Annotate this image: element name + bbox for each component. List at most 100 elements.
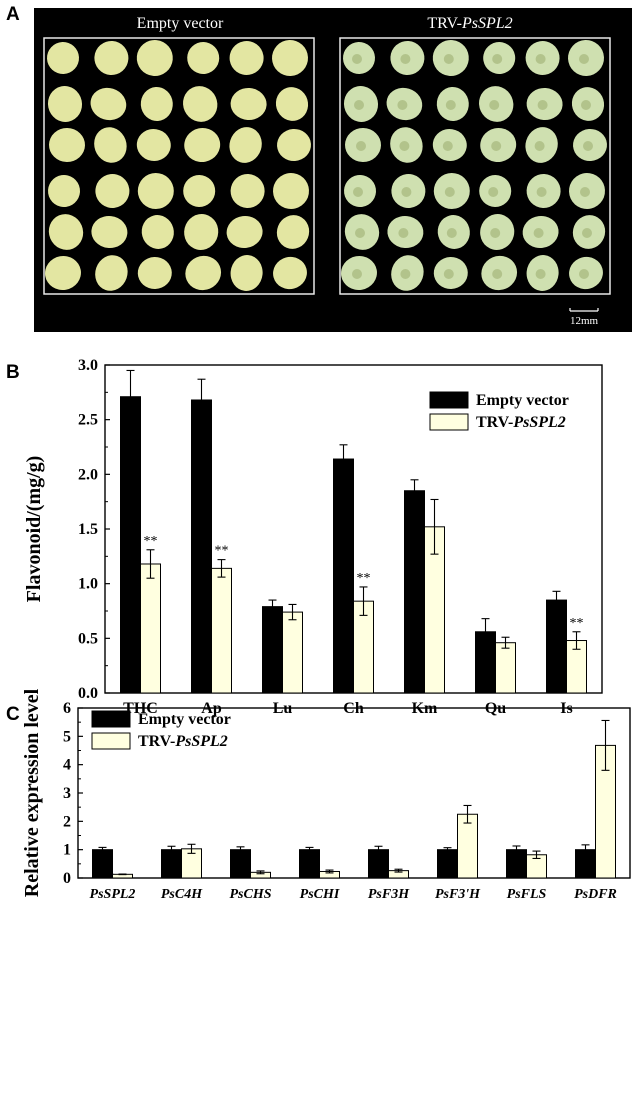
silenced-seed-spot: [582, 228, 592, 238]
silenced-seed-spot: [356, 141, 366, 151]
silenced-seed-spot: [352, 54, 362, 64]
control-seed: [229, 41, 264, 75]
silenced-seed-spot: [536, 187, 547, 197]
silenced-seed-spot: [352, 269, 362, 279]
control-seed: [45, 255, 81, 291]
silenced-photo-title: TRV-PsSPL2: [427, 15, 512, 32]
legend-treatment-prefix: TRV-: [476, 414, 513, 431]
control-bar: [299, 849, 320, 879]
control-bar: [368, 849, 389, 879]
control-seed: [91, 215, 128, 249]
legend: Empty vector TRV-PsSPL2: [429, 391, 569, 431]
control-bar: [191, 399, 212, 694]
control-seed: [141, 215, 174, 249]
legend-swatch-control: [429, 391, 469, 409]
control-bar: [546, 599, 567, 694]
silenced-seed-spot: [492, 269, 503, 279]
control-seed: [137, 173, 174, 209]
control-seed: [229, 127, 262, 163]
y-tick-label: 2.0: [78, 466, 98, 483]
control-seed: [48, 214, 84, 250]
y-tick-label: 2.5: [78, 412, 98, 429]
treatment-bar: [282, 611, 303, 694]
control-bar: [161, 849, 182, 879]
control-seed: [49, 127, 85, 163]
significance-mark: **: [570, 616, 584, 631]
silenced-seed-spot: [355, 228, 365, 238]
silenced-seed-spot: [445, 100, 456, 110]
y-axis-label: Relative expression level: [21, 688, 43, 897]
silenced-seed-spot: [398, 228, 409, 238]
control-seed: [47, 42, 79, 74]
control-seed: [136, 128, 171, 162]
silenced-seed-spot: [400, 54, 411, 64]
y-tick-label: 3.0: [78, 357, 98, 374]
y-axis-label: Flavonoid/(mg/g): [23, 456, 45, 603]
silenced-seed-spot: [490, 228, 501, 238]
silenced-photo-title-gene: PsSPL2: [461, 15, 513, 32]
control-seed: [136, 40, 173, 76]
silenced-seed-spot: [446, 228, 457, 238]
control-bar: [437, 849, 458, 879]
control-seed: [272, 40, 308, 76]
control-seed: [95, 255, 128, 291]
control-bar: [262, 606, 283, 694]
y-tick-label: 3: [63, 785, 71, 802]
silenced-seed-spot: [579, 54, 589, 64]
control-seed: [184, 214, 219, 250]
control-seed: [277, 128, 311, 162]
x-category-label: PsF3H: [368, 887, 410, 902]
y-tick-label: 0.0: [78, 685, 98, 702]
legend-treatment-gene: PsSPL2: [174, 733, 227, 750]
control-seed: [230, 255, 263, 291]
control-bar: [120, 396, 141, 694]
panel-b-letter: B: [6, 362, 20, 383]
silenced-photo-title-prefix: TRV-: [427, 15, 462, 32]
y-tick-label: 4: [63, 757, 71, 774]
silenced-seed-spot: [443, 269, 454, 279]
silenced-seed-spot: [580, 187, 590, 197]
control-seed-frame: [43, 37, 315, 295]
control-seed: [226, 215, 263, 249]
silenced-seed-spot: [581, 100, 591, 110]
silenced-seed-spot: [353, 187, 363, 197]
control-bar: [333, 458, 354, 694]
silenced-seed-spot: [583, 141, 593, 151]
y-tick-label: 1.5: [78, 521, 98, 538]
control-seed: [273, 256, 307, 290]
x-category-label: PsC4H: [161, 887, 203, 902]
treatment-bar: [495, 642, 516, 694]
control-bar: [92, 849, 113, 879]
silenced-seed-spot: [400, 269, 411, 279]
x-category-label: PsCHI: [300, 887, 340, 902]
silenced-seed-spot: [443, 54, 454, 64]
control-seed: [273, 173, 309, 209]
legend-swatch-treatment: [429, 413, 469, 431]
y-tick-label: 0: [63, 870, 71, 887]
treatment-bar: [211, 567, 232, 694]
control-seed: [48, 175, 80, 207]
silenced-seed-spot: [444, 187, 455, 197]
silenced-seed-spot: [535, 54, 546, 64]
silenced-seed-spot: [533, 228, 544, 238]
silenced-seed-spot: [534, 141, 545, 151]
control-seed: [184, 127, 221, 163]
control-seed: [94, 127, 127, 163]
control-seed: [140, 87, 173, 121]
y-tick-label: 1: [63, 842, 71, 859]
control-seed: [230, 87, 267, 121]
control-bar: [506, 849, 527, 879]
silenced-seed-spot: [488, 187, 499, 197]
control-seed: [95, 174, 130, 208]
silenced-seed-spot: [401, 187, 412, 197]
legend-label-control: Empty vector: [138, 711, 231, 728]
legend: Empty vector TRV-PsSPL2: [91, 710, 231, 750]
significance-mark: **: [215, 544, 229, 559]
control-seed: [187, 42, 220, 74]
control-seed: [183, 175, 216, 207]
control-seed: [47, 86, 83, 122]
x-category-label: PsCHS: [229, 887, 271, 902]
control-seed: [185, 255, 222, 291]
panel-a-letter: A: [6, 4, 20, 25]
